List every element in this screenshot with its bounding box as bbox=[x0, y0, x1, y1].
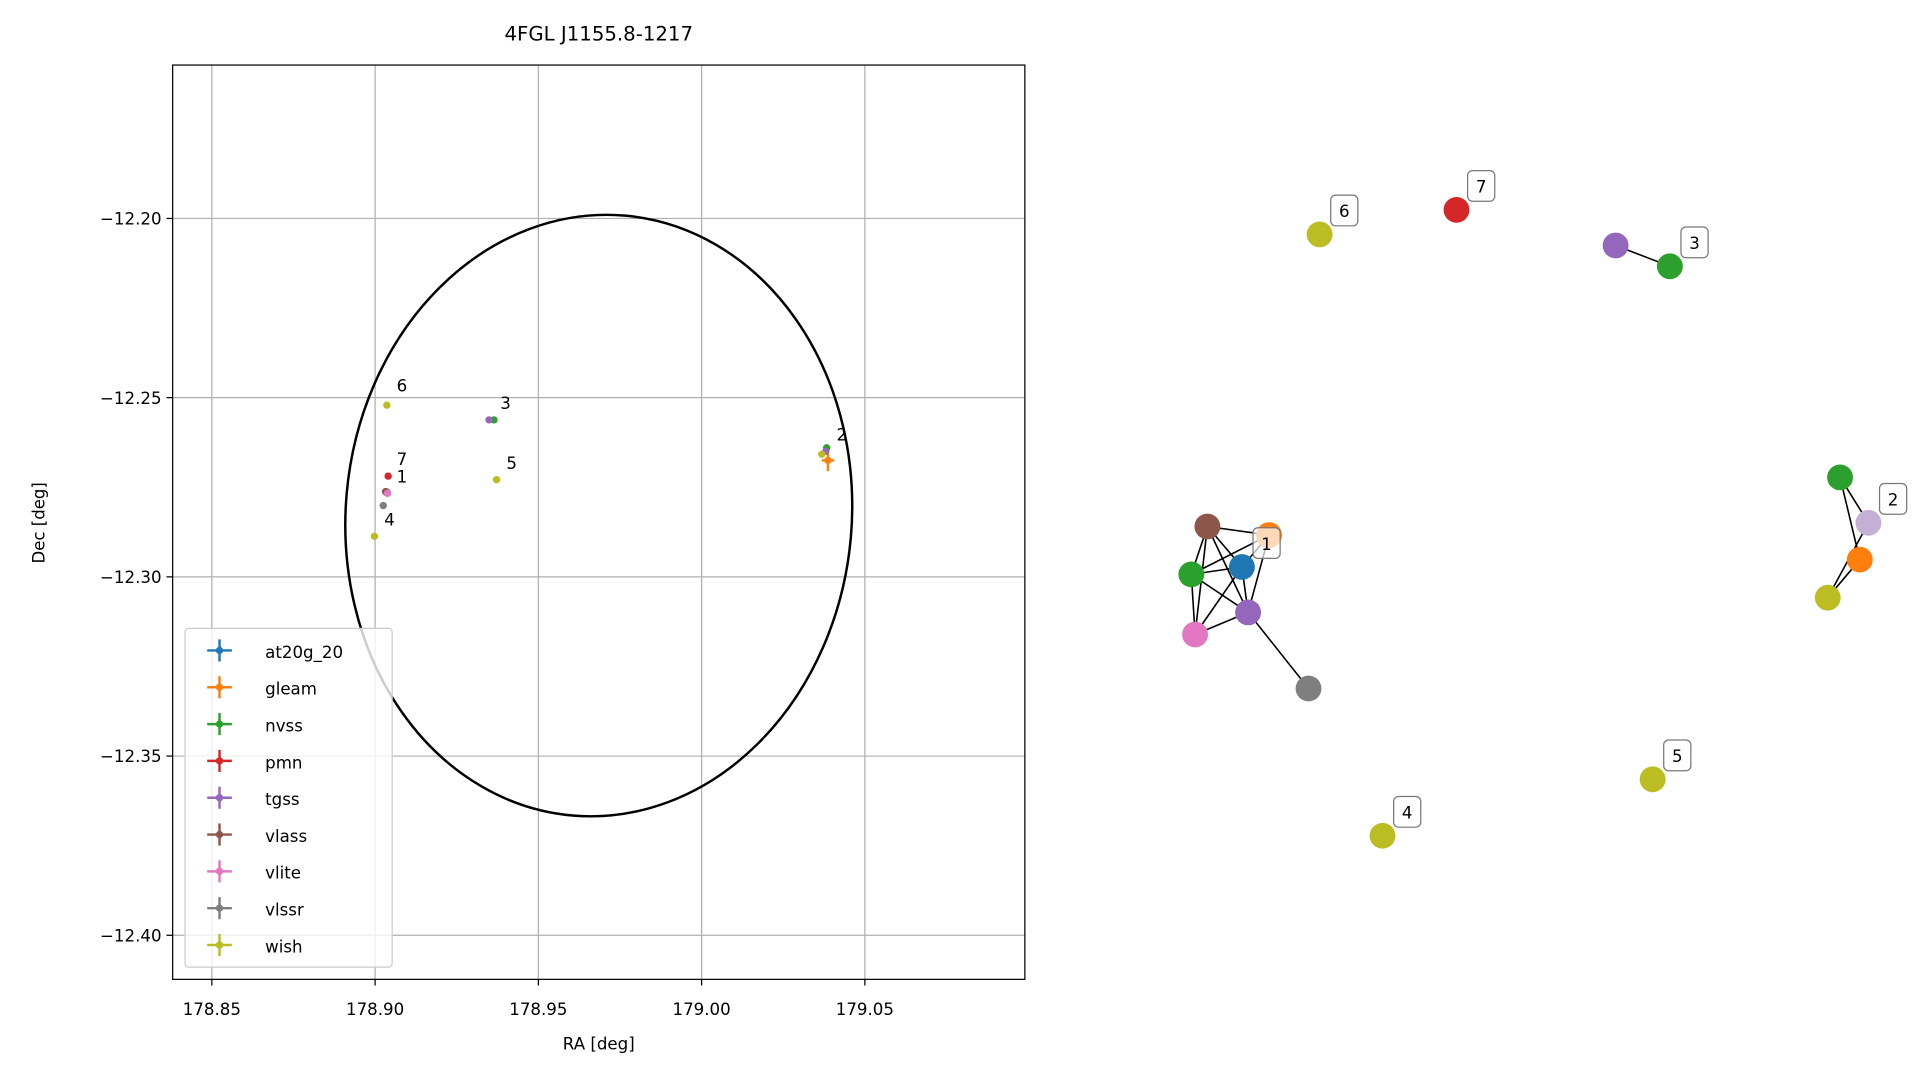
legend-label: at20g_20 bbox=[265, 643, 343, 663]
x-tick-label: 178.95 bbox=[509, 1000, 567, 1019]
point-label: 5 bbox=[506, 454, 517, 473]
y-tick-label: −12.25 bbox=[100, 389, 162, 408]
point bbox=[485, 416, 493, 424]
node-label: 5 bbox=[1672, 747, 1683, 766]
x-axis-label: RA [deg] bbox=[563, 1034, 635, 1053]
node-label-box bbox=[1878, 482, 1908, 515]
graph-node bbox=[1639, 766, 1666, 793]
error-ellipse bbox=[344, 213, 854, 818]
legend-label: wish bbox=[265, 937, 302, 956]
legend-label: vlass bbox=[265, 827, 307, 846]
x-tick-label: 179.00 bbox=[673, 1000, 731, 1019]
point bbox=[492, 476, 501, 484]
legend-marker bbox=[215, 941, 224, 949]
point bbox=[383, 401, 391, 409]
graph-node bbox=[1235, 599, 1262, 626]
node-label-box bbox=[1466, 169, 1496, 202]
graph-node bbox=[1846, 546, 1873, 573]
node-label-box bbox=[1393, 795, 1422, 828]
graph-node bbox=[1855, 509, 1882, 536]
x-tick-label: 178.85 bbox=[183, 1000, 241, 1019]
plot-frame bbox=[172, 64, 1026, 980]
graph-node bbox=[1182, 621, 1209, 648]
graph-node bbox=[1602, 232, 1629, 259]
x-tick-label: 179.05 bbox=[836, 1000, 894, 1019]
node-label-box bbox=[1663, 739, 1692, 772]
legend-marker bbox=[215, 794, 224, 802]
graph-node bbox=[1443, 196, 1470, 223]
graph-node bbox=[1228, 554, 1255, 580]
point bbox=[370, 532, 379, 541]
graph-node bbox=[1178, 561, 1205, 588]
point-label: 2 bbox=[837, 426, 848, 445]
graph-node bbox=[1295, 675, 1322, 702]
legend-label: pmn bbox=[265, 753, 302, 772]
point bbox=[379, 501, 387, 510]
point bbox=[384, 472, 392, 480]
node-label-box bbox=[1330, 194, 1359, 227]
graph-edge bbox=[1247, 611, 1310, 689]
y-tick-label: −12.35 bbox=[100, 747, 162, 766]
node-label: 3 bbox=[1689, 234, 1700, 253]
point-label: 1 bbox=[397, 467, 408, 486]
legend-box bbox=[184, 627, 393, 968]
node-label: 6 bbox=[1339, 202, 1350, 221]
y-tick-label: −12.20 bbox=[100, 210, 162, 229]
x-tick-label: 178.90 bbox=[346, 1000, 404, 1019]
graph-edge bbox=[1194, 566, 1243, 635]
graph-node bbox=[1656, 253, 1683, 280]
graph-node bbox=[1194, 513, 1221, 540]
graph-node bbox=[1306, 221, 1333, 248]
point-label: 7 bbox=[397, 450, 408, 469]
point bbox=[824, 456, 832, 465]
y-tick-label: −12.30 bbox=[100, 568, 162, 587]
node-label-box bbox=[1252, 527, 1281, 560]
node-label: 4 bbox=[1402, 804, 1413, 823]
point-label: 6 bbox=[397, 377, 408, 396]
legend-label: nvss bbox=[265, 716, 303, 735]
legend-marker bbox=[215, 867, 224, 876]
legend-marker bbox=[215, 757, 224, 765]
legend-marker bbox=[215, 720, 224, 728]
chart-title: 4FGL J1155.8-1217 bbox=[504, 23, 693, 46]
legend-marker bbox=[215, 830, 224, 839]
legend-marker bbox=[215, 683, 224, 691]
point-label: 3 bbox=[500, 394, 511, 413]
graph-node bbox=[1369, 822, 1396, 849]
node-label: 2 bbox=[1888, 491, 1899, 510]
legend-label: tgss bbox=[265, 790, 299, 809]
point bbox=[818, 450, 826, 458]
y-axis-label: Dec [deg] bbox=[29, 482, 48, 563]
legend-marker bbox=[215, 646, 224, 655]
legend-label: gleam bbox=[265, 680, 317, 699]
node-label: 1 bbox=[1261, 535, 1272, 554]
legend-marker bbox=[215, 904, 224, 912]
legend-label: vlite bbox=[265, 864, 301, 883]
legend-label: vlssr bbox=[265, 901, 304, 920]
graph-node bbox=[1827, 464, 1854, 491]
graph-node bbox=[1814, 584, 1841, 611]
point-label: 4 bbox=[384, 510, 395, 529]
point bbox=[383, 489, 392, 498]
node-label-box bbox=[1680, 226, 1709, 259]
y-tick-label: −12.40 bbox=[100, 926, 162, 945]
node-label: 7 bbox=[1476, 178, 1487, 197]
